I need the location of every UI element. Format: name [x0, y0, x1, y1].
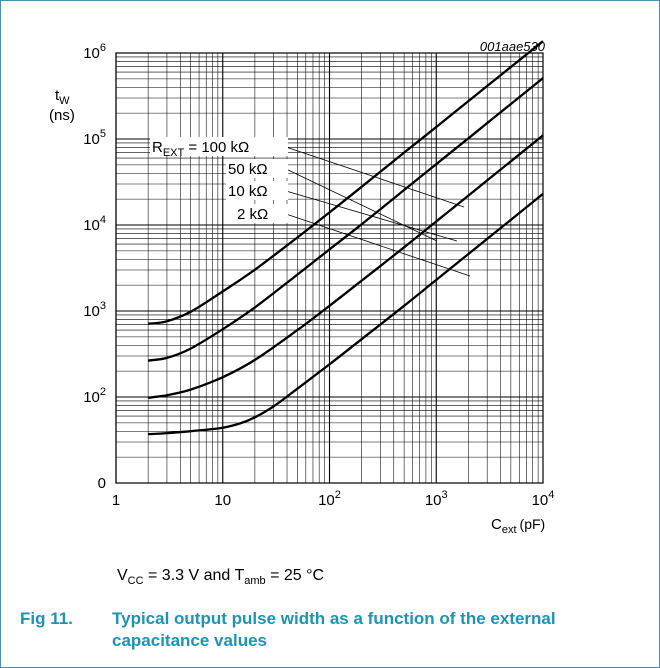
- y-tick-label: 104: [83, 214, 106, 234]
- x-tick-label: 10: [214, 492, 231, 509]
- curve-2k: [148, 193, 544, 436]
- y-axis-label: tW: [55, 87, 70, 107]
- leader-line: [285, 213, 471, 277]
- y-axis-label-sub: W: [59, 95, 70, 107]
- y-tick-label: 102: [83, 386, 106, 406]
- series-label: 2 kΩ: [237, 206, 268, 223]
- curves: [147, 40, 544, 436]
- test-conditions: VCC = 3.3 V and Tamb = 25 °C: [117, 567, 324, 587]
- x-axis-label-main: C: [491, 516, 502, 533]
- tamb-text: = 25 °C: [265, 567, 325, 584]
- x-tick-label: 103: [425, 489, 448, 509]
- vcc-text: = 3.3 V and T: [143, 567, 245, 584]
- y-tick-label: 106: [83, 42, 106, 62]
- x-tick-labels: 1 10 102 103 104: [112, 489, 555, 509]
- pulse-width-chart: REXT = 100 kΩ 50 kΩ 10 kΩ 2 kΩ 1 10 102 103 104…: [49, 39, 555, 536]
- x-tick-label: 1: [112, 492, 120, 509]
- series-label: REXT = 100 kΩ: [152, 139, 249, 159]
- figure-id-label: 001aae530: [480, 39, 546, 54]
- tamb-subscript: amb: [244, 575, 266, 588]
- y-tick-label: 0: [98, 475, 106, 492]
- y-tick-labels: 0 102 103 104 105 106: [83, 42, 106, 492]
- series-label-bg: [235, 204, 288, 223]
- plot-border: [115, 52, 544, 484]
- y-tick-label: 103: [83, 300, 106, 320]
- curve-10k: [147, 134, 544, 399]
- x-axis-label-unit: (pF): [520, 516, 546, 532]
- figure-number: Fig 11.: [20, 609, 73, 628]
- series-labels: REXT = 100 kΩ 50 kΩ 10 kΩ 2 kΩ: [150, 137, 288, 223]
- series-label: 10 kΩ: [228, 183, 268, 200]
- curve-50k: [147, 77, 544, 362]
- series-label-bg: [150, 137, 288, 156]
- figure-caption: Typical output pulse width as a function…: [112, 609, 556, 650]
- leader-line: [285, 168, 438, 242]
- x-axis-label: Cext (pF): [491, 516, 545, 536]
- series-label-bg: [226, 159, 288, 178]
- series-label: 50 kΩ: [228, 161, 268, 178]
- y-axis-unit: (ns): [49, 107, 75, 124]
- curve-100k: [147, 40, 544, 325]
- x-tick-label: 104: [532, 489, 555, 509]
- x-tick-label: 102: [318, 489, 341, 509]
- vcc-symbol: V: [117, 567, 128, 584]
- x-axis-label-sub: ext: [502, 524, 517, 536]
- vcc-subscript: CC: [127, 575, 144, 588]
- y-axis-label-main: t: [55, 87, 60, 104]
- y-tick-label: 105: [83, 128, 106, 148]
- series-label-bg: [226, 181, 288, 200]
